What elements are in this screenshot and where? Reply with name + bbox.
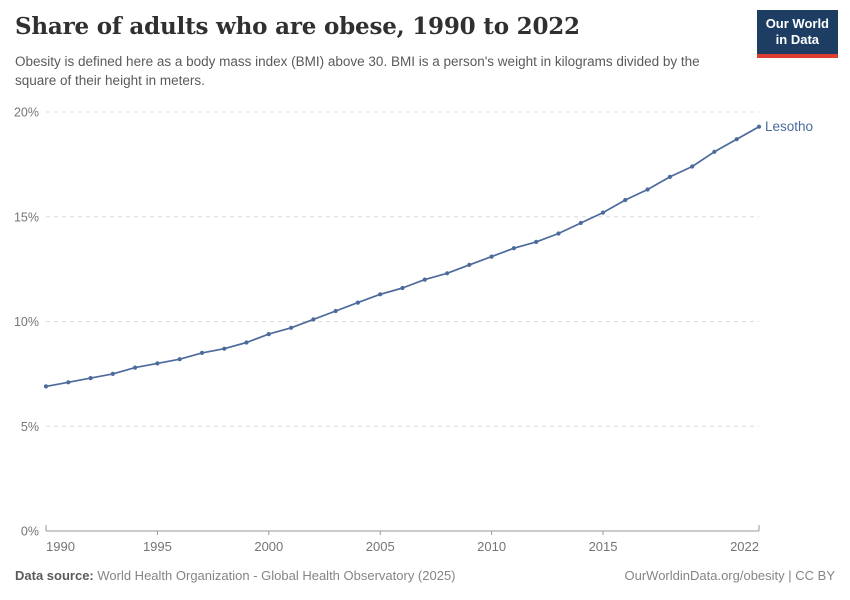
data-point-2014[interactable] — [578, 220, 583, 226]
line-chart-canvas[interactable]: 0% 5% 10% 15% 20% 1990 1995 2000 2005 2010 2015 202… — [0, 95, 850, 555]
data-source-note: Data source: World Health Organization -… — [15, 568, 456, 583]
data-point-2019[interactable] — [690, 164, 695, 169]
data-point-2002[interactable] — [311, 317, 316, 322]
data-point-2010[interactable] — [489, 254, 494, 259]
data-point-2001[interactable] — [289, 325, 294, 330]
x-axis-tick-label: 2010 — [477, 539, 506, 554]
entity-label-lesotho[interactable]: Lesotho — [765, 119, 813, 134]
data-point-1998[interactable] — [222, 346, 227, 351]
data-point-2015[interactable] — [600, 210, 606, 215]
data-point-2016[interactable] — [623, 197, 628, 203]
x-axis-tick-label: 2000 — [254, 539, 283, 554]
data-point-1995[interactable] — [155, 361, 160, 366]
y-axis-tick-label: 15% — [14, 210, 39, 224]
data-point-1992[interactable] — [88, 376, 93, 381]
trend-line-lesotho[interactable] — [45, 125, 760, 388]
data-point-2004[interactable] — [355, 300, 360, 305]
data-source-label: Data source: — [15, 568, 94, 583]
owid-logo-line1: Our World — [765, 16, 829, 31]
x-axis-tick-label: 2005 — [366, 539, 395, 554]
data-point-2007[interactable] — [422, 277, 427, 282]
y-axis-tick-label: 20% — [14, 106, 39, 120]
line-chart-svg[interactable]: 0% 5% 10% 15% 20% 1990 1995 2000 2005 2010 2015 202… — [0, 95, 850, 555]
data-point-2000[interactable] — [266, 332, 271, 337]
data-point-2012[interactable] — [534, 239, 539, 244]
owid-logo[interactable]: Our World in Data — [756, 10, 838, 58]
data-point-2011[interactable] — [511, 246, 516, 251]
y-axis-tick-label: 0% — [21, 525, 39, 539]
data-point-1997[interactable] — [199, 350, 205, 355]
y-axis-tick-label: 10% — [14, 315, 39, 329]
y-axis-tick-label: 5% — [21, 420, 39, 434]
data-point-1993[interactable] — [110, 371, 115, 376]
data-point-2006[interactable] — [400, 285, 405, 291]
x-axis-tick-label: 2022 — [730, 539, 759, 554]
x-axis-tick-label: 1995 — [143, 539, 172, 554]
data-point-2018[interactable] — [667, 174, 673, 179]
x-axis-tick-label: 2015 — [589, 539, 618, 554]
owid-url-license-link[interactable]: OurWorldinData.org/obesity | CC BY — [624, 568, 836, 583]
data-point-2017[interactable] — [645, 187, 650, 192]
data-source-text: World Health Organization - Global Healt… — [93, 568, 456, 583]
x-axis-tick-label: 1990 — [46, 539, 75, 554]
chart-subtitle: Obesity is defined here as a body mass i… — [15, 54, 700, 89]
data-point-2009[interactable] — [467, 262, 472, 267]
chart-footer: Data source: World Health Organization -… — [15, 568, 835, 583]
data-point-1996[interactable] — [177, 357, 182, 362]
chart-title: Share of adults who are obese, 1990 to 2… — [15, 13, 580, 40]
data-point-2013[interactable] — [556, 231, 561, 236]
owid-logo-line2: in Data — [775, 32, 820, 48]
data-point-2005[interactable] — [378, 292, 383, 297]
data-point-1994[interactable] — [133, 365, 138, 370]
data-point-2003[interactable] — [333, 308, 338, 314]
data-point-1990[interactable] — [43, 384, 49, 389]
data-point-2022[interactable] — [756, 124, 762, 129]
data-point-2020[interactable] — [712, 149, 717, 154]
data-point-2021[interactable] — [734, 137, 739, 142]
data-point-2008[interactable] — [445, 271, 450, 276]
data-point-1991[interactable] — [66, 380, 71, 385]
data-point-1999[interactable] — [244, 340, 249, 345]
